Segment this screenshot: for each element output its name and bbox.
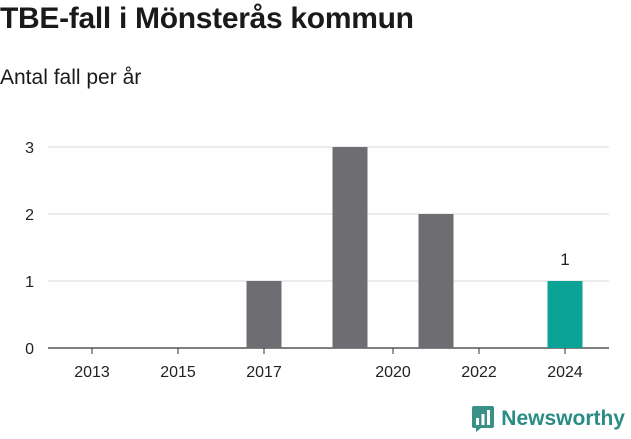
bar-2024[interactable] <box>547 281 583 348</box>
tick-labels: 0 1 2 3 2013 2015 2017 2020 2022 2024 1 <box>25 140 583 381</box>
bar-2019[interactable] <box>332 147 368 348</box>
chart-title: TBE-fall i Mönsterås kommun <box>0 2 414 35</box>
x-tick-label: 2020 <box>375 364 411 381</box>
y-tick-label: 0 <box>25 341 34 358</box>
x-tick-label: 2017 <box>246 364 282 381</box>
bar-2021[interactable] <box>418 214 454 348</box>
bar-2017[interactable] <box>246 281 282 348</box>
brand-logo[interactable]: Newsworthy <box>471 405 625 433</box>
x-tick-label: 2015 <box>160 364 196 381</box>
x-tick-label: 2024 <box>547 364 583 381</box>
y-tick-label: 3 <box>25 140 34 157</box>
grid-lines <box>48 146 609 354</box>
bars <box>246 147 583 348</box>
y-tick-label: 2 <box>25 207 34 224</box>
x-tick-label: 2022 <box>461 364 497 381</box>
newsworthy-logo-icon <box>472 406 495 432</box>
chart-subtitle: Antal fall per år <box>0 66 142 89</box>
x-tick-label: 2013 <box>74 364 110 381</box>
y-tick-label: 1 <box>25 274 34 291</box>
data-label-2024: 1 <box>560 250 569 269</box>
brand-name: Newsworthy <box>501 407 625 430</box>
